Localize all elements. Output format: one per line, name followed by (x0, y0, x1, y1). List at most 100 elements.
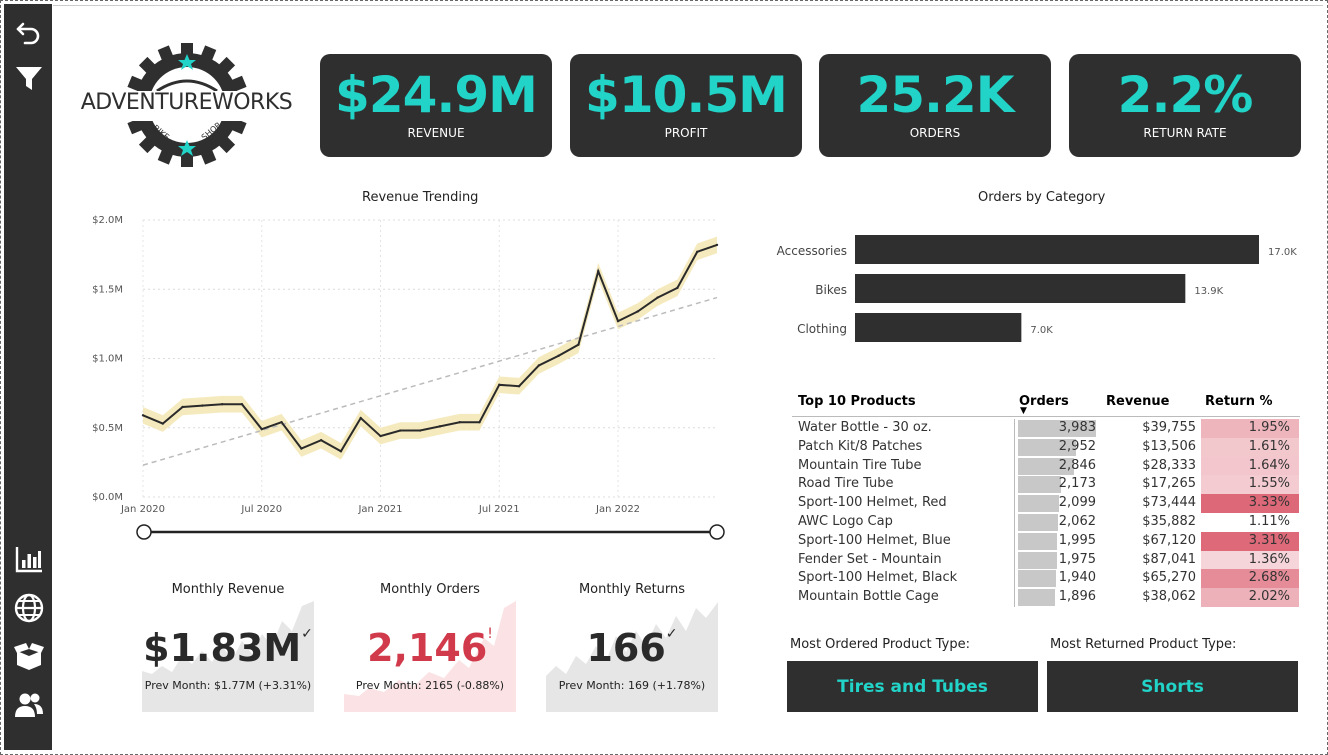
orders-databar (1018, 457, 1074, 475)
x-tick-label: Jan 2020 (120, 504, 165, 515)
header-product[interactable]: Top 10 Products (798, 394, 916, 409)
kpi-return-rate-value: 2.2% (1117, 66, 1254, 124)
kpi-orders-label: ORDERS (909, 126, 961, 140)
revenue-cell: $17,265 (1142, 476, 1196, 492)
revenue-point (240, 403, 244, 406)
category-bar[interactable] (855, 313, 1022, 342)
y-tick-label: $2.0M (92, 215, 123, 226)
category-bar[interactable] (855, 235, 1259, 264)
revenue-point (141, 414, 145, 417)
kpi-revenue-card[interactable]: $24.9M REVENUE (320, 54, 552, 157)
orders-cell: 1,940 (1058, 570, 1096, 586)
table-row[interactable]: Sport-100 Helmet, Black 1,940 $65,270 2.68% (792, 569, 1300, 589)
product-name-cell: Patch Kit/8 Patches (798, 438, 923, 454)
orders-databar (1018, 570, 1056, 588)
x-tick-label: Jul 2020 (240, 504, 282, 515)
kpi-profit-card[interactable]: $10.5M PROFIT (570, 54, 802, 157)
revenue-point (260, 427, 263, 431)
orders-cell: 1,975 (1058, 551, 1096, 567)
return-pct-heat-cell (1201, 437, 1299, 457)
monthly-returns-prev: Prev Month: 169 (+1.78%) (558, 679, 706, 692)
bar-chart-icon[interactable] (12, 542, 46, 576)
table-row[interactable]: Sport-100 Helmet, Red 2,099 $73,444 3.33% (792, 494, 1300, 513)
sidebar (4, 4, 52, 750)
orders-cell: 2,099 (1058, 495, 1096, 511)
revenue-point (676, 286, 679, 290)
header-return-pct[interactable]: Return % (1205, 394, 1273, 409)
category-label: Accessories (777, 244, 847, 258)
monthly-revenue-card[interactable]: Monthly Revenue $1.83M✓ Prev Month: $1.7… (142, 576, 314, 712)
table-row[interactable]: Mountain Tire Tube 2,846 $28,333 1.64% (792, 456, 1300, 476)
date-slider-start-handle[interactable] (136, 524, 152, 540)
revenue-point (339, 450, 343, 453)
back-icon[interactable] (12, 14, 46, 48)
adventureworks-logo: ADVENTUREWORKS BIKE SHOP (79, 43, 294, 168)
filter-icon[interactable] (12, 61, 46, 95)
revenue-point (399, 429, 402, 432)
kpi-revenue-label: REVENUE (407, 126, 465, 140)
kpi-orders-value: 25.2K (856, 66, 1014, 124)
globe-icon[interactable] (12, 591, 46, 625)
revenue-trend-chart[interactable]: $0.0M $0.5M $1.0M $1.5M $2.0M Jan 2020 Jul 202… (81, 206, 741, 546)
logo-wordmark: ADVENTUREWORKS (80, 90, 293, 115)
top-products-table[interactable]: Top 10 Products Orders ▼ Revenue Return … (792, 391, 1300, 607)
kpi-revenue-value: $24.9M (335, 66, 538, 124)
return-pct-cell: 1.11% (1248, 513, 1290, 529)
revenue-cell: $65,270 (1142, 570, 1196, 586)
revenue-cell: $38,062 (1142, 589, 1196, 605)
table-row[interactable]: Sport-100 Helmet, Blue 1,995 $67,120 3.31% (792, 531, 1300, 551)
top-divider (53, 5, 1323, 6)
monthly-orders-value: 2,146! (367, 626, 493, 670)
table-row[interactable]: AWC Logo Cap 2,062 $35,882 1.11% (792, 512, 1300, 532)
product-name-cell: Mountain Tire Tube (798, 457, 922, 473)
table-row[interactable]: Mountain Bottle Cage 1,896 $38,062 2.02% (792, 588, 1300, 607)
most-returned-value[interactable]: Shorts (1047, 661, 1298, 712)
kpi-orders-card[interactable]: 25.2K ORDERS (819, 54, 1051, 157)
y-tick-label: $0.0M (92, 492, 123, 503)
most-ordered-label: Most Ordered Product Type: (790, 637, 970, 652)
monthly-returns-card[interactable]: Monthly Returns 166✓ Prev Month: 169 (+1… (546, 576, 718, 712)
orders-databar (1018, 420, 1096, 437)
table-row[interactable]: Water Bottle - 30 oz. 3,983 $39,755 1.95% (792, 419, 1300, 438)
monthly-returns-sparkline (546, 602, 718, 712)
orders-databar (1018, 589, 1056, 607)
orders-cell: 2,846 (1058, 457, 1096, 473)
category-value-label: 13.9K (1194, 286, 1223, 297)
product-name-cell: AWC Logo Cap (798, 513, 893, 529)
check-icon: ✓ (665, 626, 678, 642)
alert-icon: ! (487, 626, 493, 642)
return-pct-heat-cell (1201, 512, 1299, 532)
table-row[interactable]: Fender Set - Mountain 1,975 $87,041 1.36% (792, 550, 1300, 570)
revenue-point (379, 434, 382, 438)
revenue-point (557, 354, 560, 357)
orders-cell: 2,173 (1058, 476, 1096, 492)
table-row[interactable]: Road Tire Tube 2,173 $17,265 1.55% (792, 475, 1300, 495)
table-row[interactable]: Patch Kit/8 Patches 2,952 $13,506 1.61% (792, 437, 1300, 457)
box-icon[interactable] (12, 639, 46, 673)
most-ordered-value[interactable]: Tires and Tubes (787, 661, 1038, 712)
monthly-orders-card[interactable]: Monthly Orders 2,146! Prev Month: 2165 (… (344, 576, 516, 712)
check-icon: ✓ (301, 626, 313, 642)
revenue-point (300, 447, 303, 450)
date-slider-end-handle[interactable] (709, 524, 725, 540)
orders-databar (1018, 532, 1058, 550)
category-bar[interactable] (855, 274, 1186, 303)
header-orders[interactable]: Orders (1019, 394, 1069, 409)
product-name-cell: Road Tire Tube (798, 476, 894, 492)
return-pct-heat-cell (1201, 475, 1299, 495)
return-pct-cell: 3.33% (1248, 495, 1290, 511)
revenue-point (319, 439, 323, 442)
revenue-point (696, 250, 699, 254)
kpi-return-rate-card[interactable]: 2.2% RETURN RATE (1069, 54, 1301, 157)
table-header: Top 10 Products Orders ▼ Revenue Return … (792, 391, 1300, 417)
header-revenue[interactable]: Revenue (1106, 394, 1170, 409)
sort-desc-icon: ▼ (1020, 406, 1027, 416)
orders-by-category-chart[interactable]: Accessories 17.0K Bikes 13.9K Clothing 7.0K (771, 229, 1311, 349)
product-name-cell: Mountain Bottle Cage (798, 589, 939, 605)
users-icon[interactable] (12, 688, 46, 722)
return-pct-heat-cell (1201, 531, 1299, 551)
revenue-point (715, 243, 719, 247)
revenue-point (161, 422, 164, 425)
revenue-cell: $67,120 (1142, 532, 1196, 548)
revenue-cell: $73,444 (1142, 495, 1196, 511)
